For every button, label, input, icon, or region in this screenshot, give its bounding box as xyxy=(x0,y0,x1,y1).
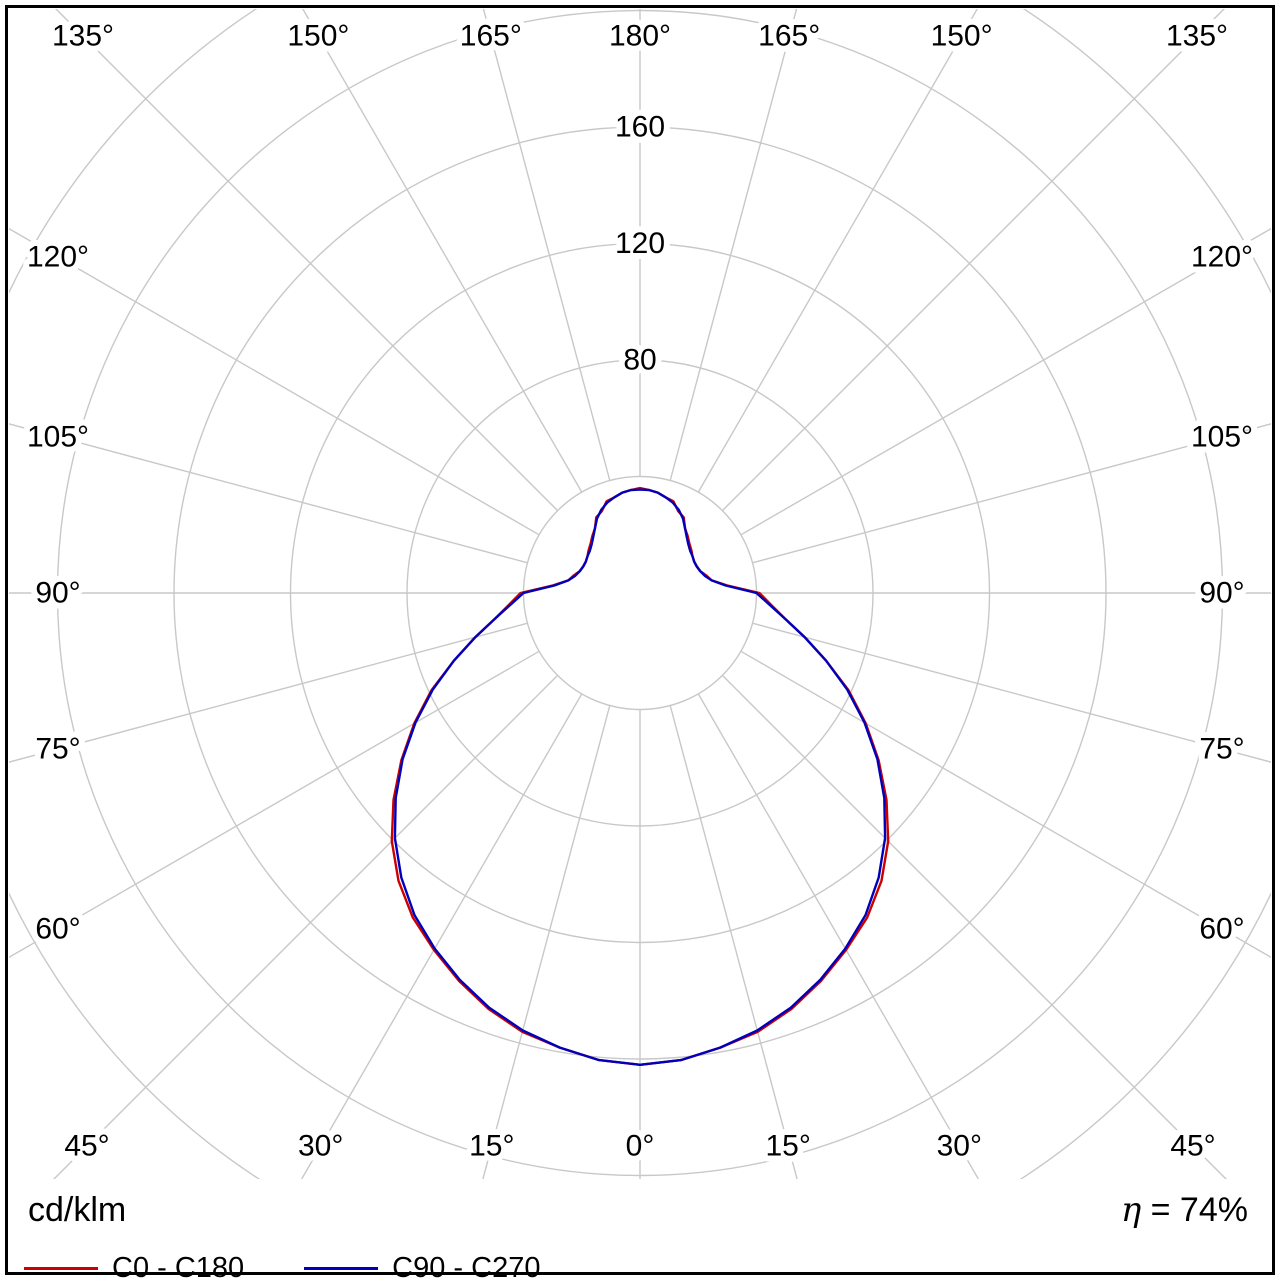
eta-symbol: η xyxy=(1121,1190,1141,1230)
grid-radial-150 xyxy=(698,0,1080,492)
angle-label-60-left: 60° xyxy=(35,913,80,946)
angle-label-90-left: 90° xyxy=(35,577,80,610)
grid-radial-225 xyxy=(18,0,558,511)
grid-radial-75 xyxy=(753,623,1280,821)
angle-label-165-right: 165° xyxy=(758,20,820,53)
grid-radial-135 xyxy=(722,0,1262,511)
efficiency-label: η = 74% xyxy=(1121,1192,1248,1228)
angle-label-105-right: 105° xyxy=(1191,421,1253,454)
grid-radial-210 xyxy=(200,0,582,492)
legend-line-c90-c270-icon xyxy=(304,1267,378,1270)
angle-label-135-left: 135° xyxy=(52,20,114,53)
angle-label-30-right: 30° xyxy=(937,1130,982,1163)
angle-label-90-right: 90° xyxy=(1199,577,1244,610)
legend-label-c0-c180: C0 - C180 xyxy=(112,1252,244,1285)
angle-label-180-center: 180° xyxy=(609,20,671,53)
angle-label-45-left: 45° xyxy=(64,1130,109,1163)
grid-radial-285 xyxy=(0,623,528,821)
legend-item-c0-c180: C0 - C180 xyxy=(24,1252,244,1285)
angle-label-135-right: 135° xyxy=(1166,20,1228,53)
angle-label-120-right: 120° xyxy=(1191,241,1253,274)
angle-label-60-right: 60° xyxy=(1199,913,1244,946)
angle-label-75-left: 75° xyxy=(35,732,80,765)
angle-label-150-right: 150° xyxy=(931,20,993,53)
grid-radial-105 xyxy=(753,365,1280,563)
grid-radial-255 xyxy=(0,365,528,563)
grid-radial-240 xyxy=(0,153,539,535)
legend-label-c90-c270: C90 - C270 xyxy=(392,1252,540,1285)
ring-label-80: 80 xyxy=(623,344,656,377)
ring-label-120: 120 xyxy=(615,227,665,260)
angle-label-0-center: 0° xyxy=(626,1130,655,1163)
angle-label-30-left: 30° xyxy=(298,1130,343,1163)
angle-label-15-right: 15° xyxy=(766,1130,811,1163)
legend: C0 - C180 C90 - C270 xyxy=(24,1252,540,1285)
ring-label-160: 160 xyxy=(615,111,665,144)
angle-label-120-left: 120° xyxy=(27,241,89,274)
grid-radial-165 xyxy=(670,0,868,481)
grid-radial-195 xyxy=(412,0,610,481)
grid-radial-120 xyxy=(741,153,1280,535)
grid-radial-60 xyxy=(741,651,1280,1033)
angle-label-165-left: 165° xyxy=(460,20,522,53)
legend-line-c0-c180-icon xyxy=(24,1267,98,1270)
angle-label-15-left: 15° xyxy=(469,1130,514,1163)
angle-label-75-right: 75° xyxy=(1199,732,1244,765)
grid-ring-40 xyxy=(524,477,757,710)
unit-label: cd/klm xyxy=(28,1192,126,1228)
eta-value: = 74% xyxy=(1141,1191,1248,1229)
angle-label-45-right: 45° xyxy=(1170,1130,1215,1163)
grid-radial-300 xyxy=(0,651,539,1033)
angle-label-105-left: 105° xyxy=(27,421,89,454)
legend-item-c90-c270: C90 - C270 xyxy=(304,1252,540,1285)
angle-label-150-left: 150° xyxy=(287,20,349,53)
